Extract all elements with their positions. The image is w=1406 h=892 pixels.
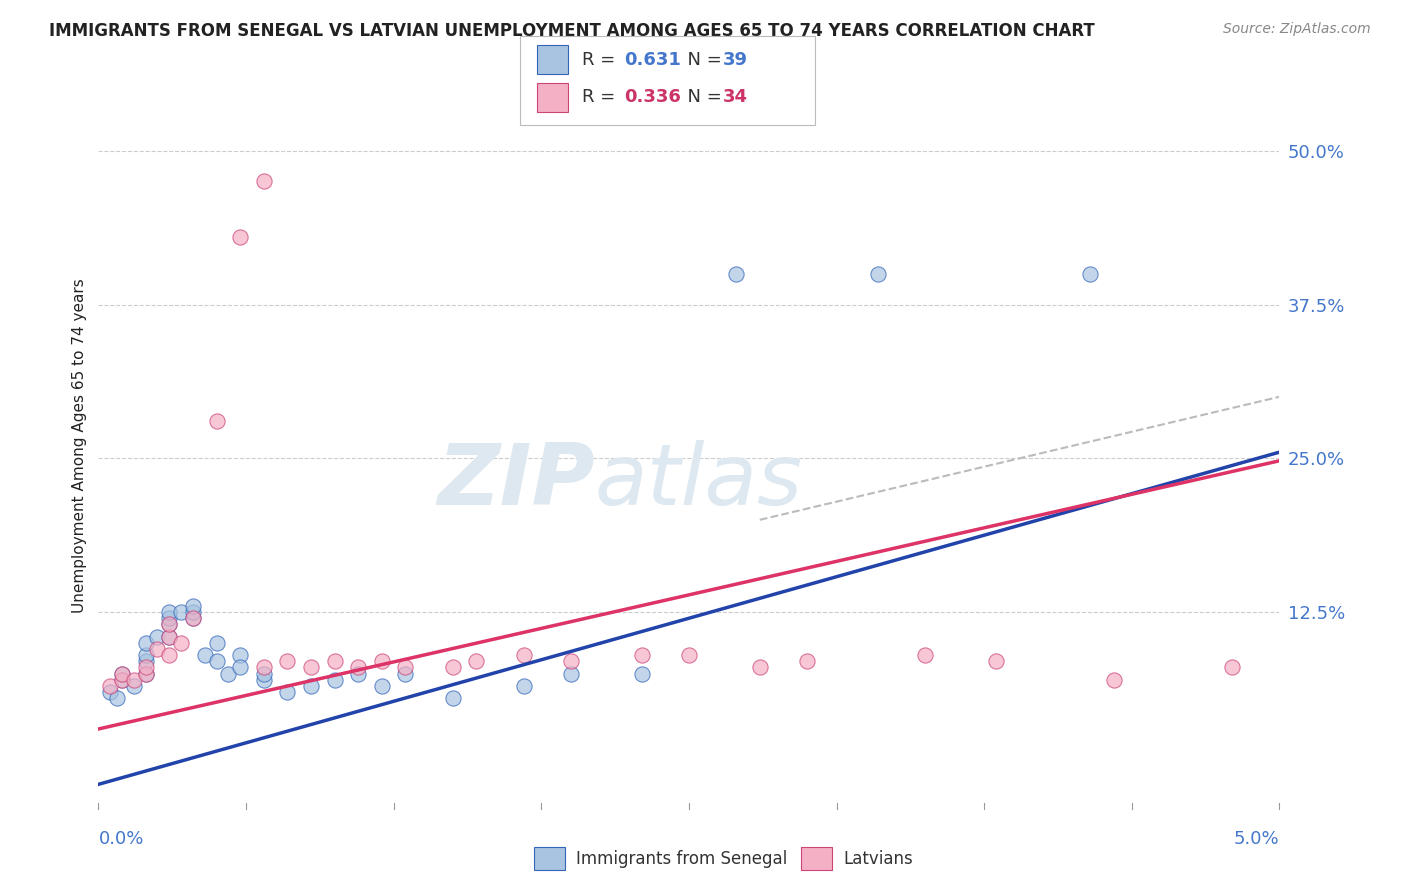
Point	[253, 666, 276, 681]
Point	[135, 666, 157, 681]
Point	[98, 685, 121, 699]
Point	[229, 660, 252, 674]
Point	[205, 414, 228, 428]
Text: ZIP: ZIP	[437, 440, 595, 524]
Point	[512, 648, 534, 662]
Point	[984, 654, 1007, 668]
Point	[135, 636, 157, 650]
Point	[347, 660, 370, 674]
Point	[678, 648, 700, 662]
Text: Source: ZipAtlas.com: Source: ZipAtlas.com	[1223, 22, 1371, 37]
Point	[111, 666, 134, 681]
Point	[866, 267, 889, 281]
Text: 39: 39	[723, 51, 748, 69]
Point	[371, 654, 394, 668]
Point	[1220, 660, 1243, 674]
Point	[299, 660, 322, 674]
Point	[347, 666, 370, 681]
Point	[157, 617, 180, 632]
Point	[111, 673, 134, 687]
Point	[441, 660, 464, 674]
Point	[181, 605, 204, 619]
Point	[98, 679, 121, 693]
Y-axis label: Unemployment Among Ages 65 to 74 years: Unemployment Among Ages 65 to 74 years	[72, 278, 87, 614]
Point	[157, 611, 180, 625]
Point	[181, 599, 204, 613]
Point	[146, 642, 169, 657]
Text: atlas: atlas	[595, 440, 803, 524]
Point	[135, 666, 157, 681]
Point	[157, 648, 180, 662]
Point	[111, 673, 134, 687]
Text: N =: N =	[676, 88, 728, 106]
Point	[146, 630, 169, 644]
Point	[135, 654, 157, 668]
Point	[441, 691, 464, 706]
Text: 0.631: 0.631	[624, 51, 681, 69]
Point	[194, 648, 217, 662]
Point	[371, 679, 394, 693]
Point	[630, 648, 652, 662]
Point	[253, 174, 276, 188]
Point	[229, 648, 252, 662]
Text: 0.336: 0.336	[624, 88, 681, 106]
Point	[253, 660, 276, 674]
Point	[157, 630, 180, 644]
Point	[465, 654, 488, 668]
Point	[205, 654, 228, 668]
Point	[122, 679, 145, 693]
Point	[111, 666, 134, 681]
Point	[157, 605, 180, 619]
Point	[217, 666, 239, 681]
Text: 0.0%: 0.0%	[98, 830, 143, 848]
Point	[170, 636, 193, 650]
Point	[1080, 267, 1102, 281]
Point	[157, 630, 180, 644]
Point	[560, 654, 582, 668]
Point	[157, 617, 180, 632]
Point	[512, 679, 534, 693]
Text: Immigrants from Senegal: Immigrants from Senegal	[576, 849, 787, 868]
Point	[1102, 673, 1125, 687]
Point	[323, 673, 346, 687]
Point	[725, 267, 748, 281]
Point	[914, 648, 936, 662]
Text: IMMIGRANTS FROM SENEGAL VS LATVIAN UNEMPLOYMENT AMONG AGES 65 TO 74 YEARS CORREL: IMMIGRANTS FROM SENEGAL VS LATVIAN UNEMP…	[49, 22, 1095, 40]
Point	[205, 636, 228, 650]
Point	[299, 679, 322, 693]
Point	[170, 605, 193, 619]
Point	[394, 660, 416, 674]
Point	[796, 654, 818, 668]
Point	[276, 654, 298, 668]
Point	[394, 666, 416, 681]
Text: 34: 34	[723, 88, 748, 106]
Point	[630, 666, 652, 681]
Text: N =: N =	[676, 51, 728, 69]
Text: R =: R =	[582, 88, 621, 106]
Point	[135, 660, 157, 674]
Text: 5.0%: 5.0%	[1234, 830, 1279, 848]
Point	[135, 648, 157, 662]
Text: R =: R =	[582, 51, 621, 69]
Point	[748, 660, 770, 674]
Text: Latvians: Latvians	[844, 849, 914, 868]
Point	[560, 666, 582, 681]
Point	[276, 685, 298, 699]
Point	[181, 611, 204, 625]
Point	[323, 654, 346, 668]
Point	[122, 673, 145, 687]
Point	[181, 611, 204, 625]
Point	[253, 673, 276, 687]
Point	[105, 691, 128, 706]
Point	[229, 230, 252, 244]
